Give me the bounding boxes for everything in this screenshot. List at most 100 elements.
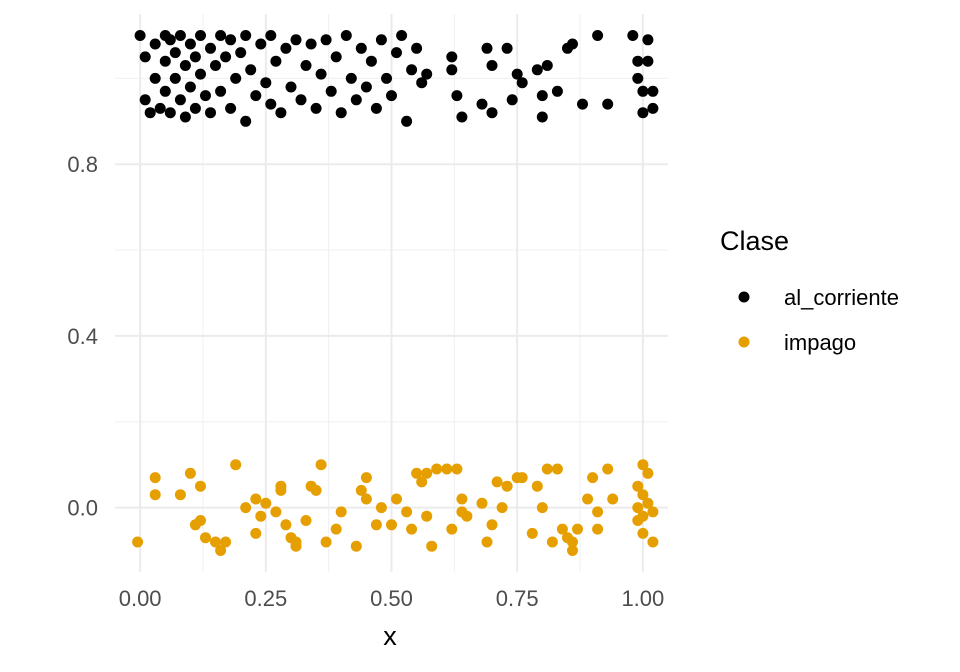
point-al-corriente <box>642 34 654 46</box>
point-al-corriente <box>240 30 252 41</box>
point-impago <box>210 536 221 548</box>
y-tick-label: 0.4 <box>67 324 98 349</box>
point-al-corriente <box>139 51 151 63</box>
y-tick-label: 0.0 <box>67 496 98 521</box>
point-al-corriente <box>637 85 649 97</box>
point-al-corriente <box>184 38 196 50</box>
point-al-corriente <box>647 102 659 114</box>
point-impago <box>426 540 438 552</box>
point-al-corriente <box>290 34 302 46</box>
point-impago <box>632 480 644 492</box>
point-al-corriente <box>159 55 171 67</box>
point-impago <box>486 519 498 531</box>
scatter-points <box>132 30 659 556</box>
point-al-corriente <box>411 42 423 54</box>
point-al-corriente <box>225 102 237 114</box>
point-impago <box>401 506 413 518</box>
point-impago <box>195 480 206 492</box>
point-impago <box>516 472 528 484</box>
point-al-corriente <box>401 115 413 127</box>
point-impago <box>501 480 513 492</box>
point-al-corriente <box>164 34 176 46</box>
point-impago <box>255 510 267 522</box>
point-impago <box>592 506 604 518</box>
point-impago <box>230 459 242 471</box>
point-impago <box>526 527 538 539</box>
point-al-corriente <box>164 107 176 119</box>
point-al-corriente <box>602 98 614 110</box>
point-al-corriente <box>210 60 221 71</box>
point-impago <box>290 540 302 552</box>
point-impago <box>441 463 453 475</box>
point-impago <box>240 502 252 514</box>
point-impago <box>330 523 342 535</box>
point-impago <box>637 510 649 522</box>
point-impago <box>496 502 508 514</box>
point-al-corriente <box>320 34 332 46</box>
legend-marker-al-corriente <box>738 291 750 303</box>
point-al-corriente <box>215 30 227 41</box>
point-impago <box>132 536 144 548</box>
legend-label-al-corriente: al_corriente <box>784 285 899 310</box>
point-impago <box>215 545 227 556</box>
point-impago <box>431 463 443 475</box>
point-impago <box>250 527 262 539</box>
point-al-corriente <box>260 77 272 89</box>
point-impago <box>536 502 548 514</box>
point-al-corriente <box>541 60 553 71</box>
point-al-corriente <box>174 30 186 41</box>
point-al-corriente <box>179 111 191 123</box>
point-al-corriente <box>215 85 227 97</box>
legend: Clase al_corriente impago <box>720 226 899 355</box>
point-impago <box>637 527 649 539</box>
point-al-corriente <box>139 94 151 106</box>
point-al-corriente <box>350 94 362 106</box>
point-impago <box>375 502 387 514</box>
point-impago <box>260 497 272 509</box>
point-al-corriente <box>476 98 488 110</box>
point-al-corriente <box>220 51 232 63</box>
point-impago <box>587 472 599 484</box>
x-tick-label: 0.50 <box>370 586 413 611</box>
point-al-corriente <box>240 115 252 127</box>
point-al-corriente <box>149 38 161 50</box>
point-al-corriente <box>551 85 563 97</box>
point-impago <box>642 497 654 509</box>
point-al-corriente <box>360 81 372 93</box>
point-impago <box>370 519 382 531</box>
point-impago <box>200 532 211 544</box>
point-al-corriente <box>285 81 297 93</box>
point-al-corriente <box>486 107 498 119</box>
point-al-corriente <box>275 107 287 119</box>
point-al-corriente <box>265 30 277 41</box>
point-impago <box>567 545 578 556</box>
point-impago <box>184 467 196 479</box>
point-al-corriente <box>592 30 604 41</box>
point-al-corriente <box>310 102 322 114</box>
point-al-corriente <box>200 90 211 102</box>
point-impago <box>335 506 347 518</box>
point-al-corriente <box>205 42 216 54</box>
point-impago <box>360 493 372 505</box>
point-al-corriente <box>159 85 171 97</box>
point-al-corriente <box>169 47 181 59</box>
x-tick-label: 0.75 <box>496 586 539 611</box>
point-impago <box>637 489 649 501</box>
point-al-corriente <box>134 30 146 41</box>
point-al-corriente <box>632 55 644 67</box>
point-al-corriente <box>481 42 493 54</box>
point-impago <box>220 536 232 548</box>
x-tick-label: 1.00 <box>621 586 664 611</box>
point-al-corriente <box>169 72 181 84</box>
point-impago <box>632 502 644 514</box>
point-impago <box>647 506 659 518</box>
legend-title: Clase <box>720 226 789 256</box>
point-al-corriente <box>154 102 166 114</box>
point-al-corriente <box>295 94 307 106</box>
point-al-corriente <box>184 81 196 93</box>
point-al-corriente <box>456 111 468 123</box>
point-al-corriente <box>305 38 317 50</box>
point-impago <box>416 476 428 488</box>
y-tick-label: 0.8 <box>67 152 98 177</box>
point-impago <box>280 519 292 531</box>
